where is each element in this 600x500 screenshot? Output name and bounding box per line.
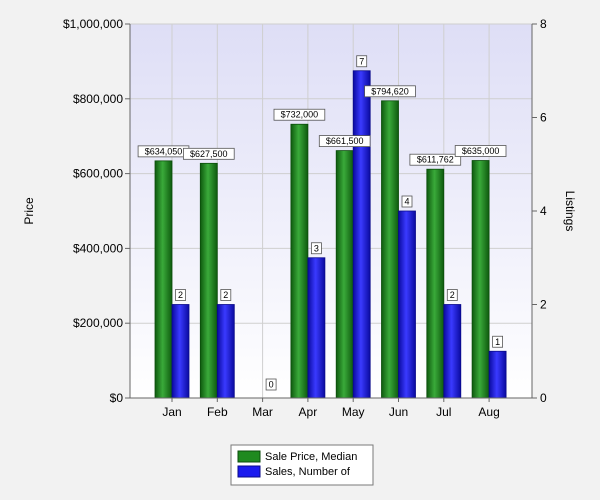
data-label-sale-price: $661,500 [326, 136, 364, 146]
bar-sale-price [199, 162, 218, 399]
bar-sale-price [335, 150, 354, 399]
bar-sales-count [398, 210, 416, 399]
left-tick-label: $400,000 [73, 241, 123, 255]
x-tick-label: Mar [252, 405, 273, 419]
left-tick-label: $600,000 [73, 167, 123, 181]
bars-layer [154, 70, 507, 399]
x-tick-label: Jul [436, 405, 451, 419]
x-axis: Jan Feb Mar Apr May Jun Jul Aug [130, 397, 532, 419]
right-axis-title: Listings [563, 191, 577, 232]
legend-swatch-sale-price [237, 450, 261, 463]
data-label-sale-price: $635,000 [462, 146, 500, 156]
bar-sale-price [381, 100, 399, 399]
data-label-box [356, 55, 368, 68]
right-tick-label: 6 [540, 111, 547, 125]
data-label-box [492, 335, 504, 348]
data-label-box [182, 147, 235, 160]
x-tick-label: Jun [389, 405, 408, 419]
data-label-sale-price: $732,000 [281, 110, 319, 120]
x-tick-label: Jan [162, 405, 181, 419]
right-tick-label: 4 [540, 204, 547, 218]
bar-sales-count [216, 304, 235, 399]
x-tick-label: May [342, 405, 365, 419]
legend-swatch-sales-count [237, 465, 261, 478]
bar-sale-price [290, 123, 309, 399]
data-label-box [273, 108, 326, 121]
data-label-box [364, 85, 416, 98]
left-tick-label: $800,000 [73, 92, 123, 106]
data-label-sales-count: 3 [314, 243, 319, 253]
left-tick-label: $200,000 [73, 316, 123, 330]
data-label-sales-count: 0 [269, 380, 274, 390]
data-label-box [265, 378, 277, 391]
bar-sales-count [488, 350, 507, 399]
data-label-sales-count: 2 [450, 290, 455, 300]
data-label-box [175, 289, 186, 301]
bar-sale-price [154, 160, 173, 399]
bar-sales-count [443, 304, 462, 399]
right-tick-label: 0 [540, 391, 547, 405]
data-label-sales-count: 2 [223, 290, 228, 300]
bar-sales-count [307, 257, 326, 399]
data-label-box [318, 135, 371, 147]
left-axis-title: Price [22, 197, 36, 225]
left-tick-label: $0 [110, 391, 124, 405]
data-label-sale-price: $794,620 [371, 86, 409, 96]
right-tick-label: 8 [540, 17, 547, 31]
legend-label-sale-price: Sale Price, Median [265, 451, 357, 463]
x-tick-label: Feb [207, 405, 228, 419]
data-label-box [409, 153, 462, 166]
right-axis: 0 2 4 6 8 [531, 17, 547, 405]
bar-sales-count [171, 304, 190, 399]
data-label-sales-count: 2 [178, 290, 183, 300]
data-label-sale-price: $627,500 [190, 149, 228, 159]
right-tick-label: 2 [540, 298, 547, 312]
left-tick-label: $1,000,000 [63, 17, 123, 31]
bar-sale-price [471, 160, 490, 399]
plot-area [129, 23, 533, 399]
data-label-box [220, 289, 232, 301]
data-labels-layer: $634,050 2 $627,500 2 0 $732,000 3 $661,500 7 $79… [137, 55, 507, 391]
bar-sale-price [426, 168, 445, 399]
data-label-box [454, 145, 507, 157]
x-tick-label: Apr [299, 405, 318, 419]
data-label-box [310, 242, 322, 255]
x-tick-label: Aug [478, 405, 499, 419]
data-label-sales-count: 1 [495, 337, 500, 347]
left-axis: $0 $200,000 $400,000 $600,000 $800,000 $1,000… [63, 17, 131, 405]
legend-label-sales-count: Sales, Number of [265, 466, 351, 478]
data-label-box [401, 195, 413, 208]
data-label-sales-count: 7 [359, 56, 364, 66]
data-label-box [446, 289, 458, 301]
bar-sales-count [352, 70, 371, 399]
data-label-sale-price: $611,762 [417, 155, 454, 165]
legend: Sale Price, Median Sales, Number of [230, 444, 374, 486]
data-label-sale-price: $634,050 [145, 146, 183, 156]
data-label-sales-count: 4 [404, 197, 409, 207]
